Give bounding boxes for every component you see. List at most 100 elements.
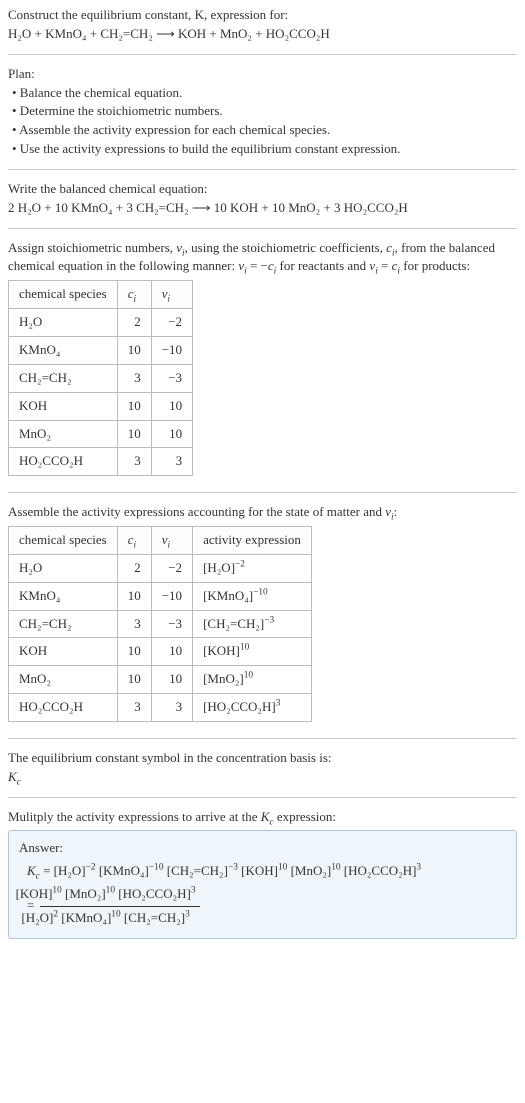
cell-ci: 3 <box>117 610 151 638</box>
cell-ci: 2 <box>117 554 151 582</box>
table-row: KOH1010[KOH]10 <box>9 638 312 666</box>
kc-title: The equilibrium constant symbol in the c… <box>8 749 517 768</box>
cell-ci: 10 <box>117 638 151 666</box>
activity-title: Assemble the activity expressions accoun… <box>8 503 517 522</box>
activity-exp: 10 <box>240 643 249 653</box>
answer-label: Answer: <box>19 839 506 858</box>
activity-exp: −10 <box>253 587 268 597</box>
cell-activity: [CH₂=CH₂]−3 <box>193 610 312 638</box>
text: Mulitply the activity expressions to arr… <box>8 809 261 824</box>
cell-activity: [KOH]10 <box>193 638 312 666</box>
col-species: chemical species <box>9 527 118 555</box>
cell-vi: 10 <box>151 638 192 666</box>
section-problem: Construct the equilibrium constant, K, e… <box>8 6 517 54</box>
activity-base: [HO₂CCO₂H] <box>203 699 276 714</box>
table-row: MnO₂1010[MnO₂]10 <box>9 666 312 694</box>
activity-base: [KOH] <box>203 643 240 658</box>
section-final: Mulitply the activity expressions to arr… <box>8 797 517 949</box>
col-activity: activity expression <box>193 527 312 555</box>
text: for reactants and <box>276 258 369 273</box>
table-row: H₂O2−2 <box>9 309 193 337</box>
cell-species: H₂O <box>9 554 118 582</box>
cell-activity: [H₂O]−2 <box>193 554 312 582</box>
final-title: Mulitply the activity expressions to arr… <box>8 808 517 827</box>
fraction-numerator: [KOH]10 [MnO₂]10 [HO₂CCO₂H]3 <box>40 885 200 906</box>
fraction: [KOH]10 [MnO₂]10 [HO₂CCO₂H]3 [H₂O]2 [KMn… <box>40 885 200 928</box>
cell-vi: 3 <box>151 694 192 722</box>
plan-bullet: • Assemble the activity expression for e… <box>8 121 517 140</box>
activity-base: [CH₂=CH₂] <box>203 616 264 631</box>
text: Assign stoichiometric numbers, <box>8 240 176 255</box>
table-row: KOH1010 <box>9 392 193 420</box>
table-row: HO₂CCO₂H33[HO₂CCO₂H]3 <box>9 694 312 722</box>
table-row: HO₂CCO₂H33 <box>9 448 193 476</box>
section-plan: Plan: • Balance the chemical equation. •… <box>8 54 517 169</box>
text: Assemble the activity expressions accoun… <box>8 504 385 519</box>
cell-vi: 10 <box>151 666 192 694</box>
col-ci: ci <box>117 281 151 309</box>
cell-ci: 10 <box>117 420 151 448</box>
text: for products: <box>400 258 470 273</box>
activity-exp: −2 <box>235 560 245 570</box>
kc-symbol: Kc <box>8 768 517 787</box>
problem-line-1: Construct the equilibrium constant, K, e… <box>8 6 517 25</box>
cell-vi: 10 <box>151 420 192 448</box>
cell-species: HO₂CCO₂H <box>9 448 118 476</box>
cell-species: KMnO₄ <box>9 582 118 610</box>
cell-species: CH₂=CH₂ <box>9 610 118 638</box>
plan-bullet: • Use the activity expressions to build … <box>8 140 517 159</box>
activity-base: [H₂O] <box>203 560 235 575</box>
stoich-intro: Assign stoichiometric numbers, νi, using… <box>8 239 517 277</box>
cell-vi: −3 <box>151 610 192 638</box>
plan-title: Plan: <box>8 65 517 84</box>
cell-ci: 2 <box>117 309 151 337</box>
text: expression: <box>274 809 336 824</box>
cell-species: MnO₂ <box>9 420 118 448</box>
col-vi: νi <box>151 527 192 555</box>
table-header-row: chemical species ci νi activity expressi… <box>9 527 312 555</box>
fraction-denominator: [H₂O]2 [KMnO₄]10 [CH₂=CH₂]3 <box>40 906 200 928</box>
col-species: chemical species <box>9 281 118 309</box>
cell-ci: 3 <box>117 694 151 722</box>
cell-ci: 10 <box>117 582 151 610</box>
table-row: MnO₂1010 <box>9 420 193 448</box>
cell-species: CH₂=CH₂ <box>9 364 118 392</box>
cell-vi: −2 <box>151 554 192 582</box>
text: Construct the equilibrium constant, K, e… <box>8 7 288 22</box>
table-row: CH₂=CH₂3−3[CH₂=CH₂]−3 <box>9 610 312 638</box>
table-row: KMnO₄10−10 <box>9 336 193 364</box>
activity-base: [MnO₂] <box>203 671 244 686</box>
cell-activity: [HO₂CCO₂H]3 <box>193 694 312 722</box>
answer-line-2: = [KOH]10 [MnO₂]10 [HO₂CCO₂H]3 [H₂O]2 [K… <box>19 885 506 928</box>
cell-vi: −2 <box>151 309 192 337</box>
table-row: KMnO₄10 −10[KMnO₄]−10 <box>9 582 312 610</box>
plan-bullet: • Balance the chemical equation. <box>8 84 517 103</box>
section-activity: Assemble the activity expressions accoun… <box>8 492 517 738</box>
cell-species: H₂O <box>9 309 118 337</box>
cell-activity: [MnO₂]10 <box>193 666 312 694</box>
kc-sub: c <box>17 777 21 787</box>
cell-species: KOH <box>9 392 118 420</box>
section-balanced: Write the balanced chemical equation: 2 … <box>8 169 517 228</box>
answer-line-1: Kc = [H₂O]−2 [KMnO₄]−10 [CH₂=CH₂]−3 [KOH… <box>19 862 506 881</box>
activity-exp: −3 <box>264 615 274 625</box>
cell-species: HO₂CCO₂H <box>9 694 118 722</box>
section-stoich: Assign stoichiometric numbers, νi, using… <box>8 228 517 493</box>
balanced-title: Write the balanced chemical equation: <box>8 180 517 199</box>
text: : <box>394 504 398 519</box>
table-row: CH₂=CH₂3−3 <box>9 364 193 392</box>
problem-equation: H₂O + KMnO₄ + CH₂=CH₂ ⟶ KOH + MnO₂ + HO₂… <box>8 25 517 44</box>
activity-exp: 10 <box>244 671 253 681</box>
table-header-row: chemical species ci νi <box>9 281 193 309</box>
plan-bullet: • Determine the stoichiometric numbers. <box>8 102 517 121</box>
activity-base: [KMnO₄] <box>203 588 253 603</box>
section-kc-symbol: The equilibrium constant symbol in the c… <box>8 738 517 797</box>
table-row: H₂O2−2[H₂O]−2 <box>9 554 312 582</box>
cell-ci: 10 <box>117 336 151 364</box>
cell-vi: −3 <box>151 364 192 392</box>
cell-ci: 3 <box>117 448 151 476</box>
cell-ci: 10 <box>117 666 151 694</box>
answer-box: Answer: Kc = [H₂O]−2 [KMnO₄]−10 [CH₂=CH₂… <box>8 830 517 938</box>
cell-vi: 10 <box>151 392 192 420</box>
cell-activity: [KMnO₄]−10 <box>193 582 312 610</box>
